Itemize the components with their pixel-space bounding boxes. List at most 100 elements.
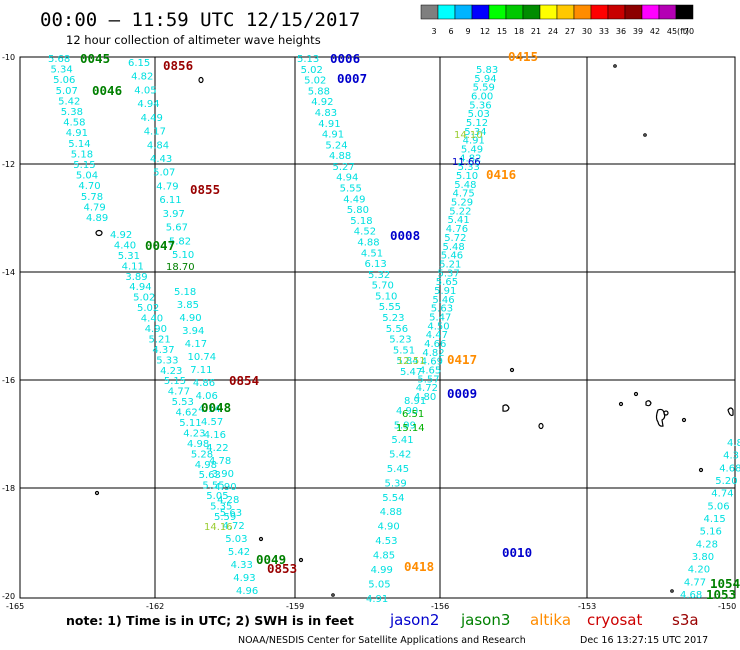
pass-label: 0418 <box>404 559 434 574</box>
wave-height-value: 4.79 <box>156 181 178 192</box>
wave-height-value: 4.22 <box>206 443 228 454</box>
wave-height-value: 4.92 <box>311 97 333 108</box>
wave-height-value: 5.67 <box>166 223 188 234</box>
wave-height-value: 4.65 <box>419 366 441 377</box>
wave-height-value: 4.70 <box>78 181 100 192</box>
wave-height-value: 5.55 <box>202 481 224 492</box>
wave-height-value: 4.20 <box>688 565 710 576</box>
wave-height-value: 4.83 <box>315 108 337 119</box>
wave-height-value: 5.45 <box>387 464 409 475</box>
color-scale-swatch <box>641 4 660 20</box>
legend-jason3: jason3 <box>460 611 510 629</box>
wave-height-value: 4.75 <box>453 189 475 200</box>
wave-height-value: 5.46 <box>432 295 454 306</box>
wave-height-value: 4.77 <box>168 387 190 398</box>
wave-height-value: 7.11 <box>190 365 212 376</box>
wave-height-value: 4.62 <box>176 408 198 419</box>
wave-height-value: 4.88 <box>357 238 379 249</box>
wave-height-value: 3.89 <box>125 272 147 283</box>
wave-height-value: 5.18 <box>71 149 93 160</box>
wave-height-value: 5.55 <box>379 302 401 313</box>
wave-height-value: 5.56 <box>386 324 408 335</box>
wave-height-value: 18.70 <box>166 262 195 273</box>
graticule <box>20 57 735 598</box>
lat-label-20: -20 <box>2 592 15 601</box>
wave-height-value: 5.42 <box>58 96 80 107</box>
wave-height-value: 4.68 <box>680 590 702 601</box>
color-scale-swatch <box>437 4 456 20</box>
lon-label-162: -162 <box>146 602 164 611</box>
pass-label: 0006 <box>330 51 360 66</box>
lon-label-153: -153 <box>578 602 596 611</box>
wave-height-value: 5.49 <box>461 145 483 156</box>
wave-height-value: 4.58 <box>63 118 85 129</box>
wave-height-value: 5.03 <box>225 534 247 545</box>
legend-cryosat: cryosat <box>587 611 642 629</box>
wave-height-value: 4.78 <box>209 456 231 467</box>
color-scale-tick: 70 <box>684 27 694 36</box>
wave-height-value: 5.07 <box>56 86 78 97</box>
wave-height-value: 4.98 <box>195 460 217 471</box>
wave-height-value: 5.18 <box>174 287 196 298</box>
color-scale-tick: 15 <box>497 27 507 36</box>
wave-height-value: 4.49 <box>141 113 163 124</box>
wave-height-value: 4.28 <box>696 539 718 550</box>
wave-height-value: 4.68 <box>719 463 740 474</box>
wave-height-value: 5.18 <box>350 216 372 227</box>
wave-height-value: 4.28 <box>217 495 239 506</box>
legend-jason2: jason2 <box>389 611 439 629</box>
wave-height-value: 14.10 <box>454 130 483 141</box>
wave-height-value: 5.33 <box>458 162 480 173</box>
pass-label: 0046 <box>92 83 122 98</box>
wave-height-value: 5.63 <box>199 470 221 481</box>
lat-label-16: -16 <box>2 376 15 385</box>
wave-height-value: 4.72 <box>416 383 438 394</box>
pass-label: 0010 <box>502 545 532 560</box>
wave-height-value: 5.10 <box>456 171 478 182</box>
altimeter-tracks: 5.685.345.065.075.425.384.584.915.145.18… <box>48 54 740 605</box>
wave-height-value: 5.22 <box>449 206 471 217</box>
wave-height-value: 5.82 <box>169 236 191 247</box>
wave-height-value: 5.07 <box>153 168 175 179</box>
pass-label: 0854 <box>229 373 259 388</box>
wave-height-value: 5.53 <box>172 397 194 408</box>
wave-height-value: 5.37 <box>438 268 460 279</box>
wave-height-value: 3.94 <box>182 326 204 337</box>
wave-height-value: 4.89 <box>86 213 108 224</box>
wave-height-value: 5.32 <box>368 270 390 281</box>
wave-height-value: 5.84 <box>396 356 418 367</box>
wave-height-value: 4.05 <box>134 85 156 96</box>
wave-height-value: 4.06 <box>196 391 218 402</box>
wave-height-value: 4.93 <box>233 573 255 584</box>
wave-height-value: 5.10 <box>375 291 397 302</box>
pass-label: 0416 <box>486 167 516 182</box>
wave-height-value: 4.90 <box>179 313 201 324</box>
wave-height-value: 4.14 <box>198 404 220 415</box>
color-scale-swatch <box>675 4 694 20</box>
pass-label: 0415 <box>508 49 538 64</box>
wave-height-value: 5.06 <box>53 75 75 86</box>
color-scale-tick: 42 <box>650 27 660 36</box>
lat-label-14: -14 <box>2 268 15 277</box>
wave-height-value: 4.23 <box>160 366 182 377</box>
wave-height-value: 4.88 <box>380 507 402 518</box>
color-scale-tick: 21 <box>531 27 541 36</box>
wave-height-value: 5.10 <box>172 250 194 261</box>
wave-height-value: 5.46 <box>441 251 463 262</box>
wave-height-value: 4.49 <box>343 194 365 205</box>
wave-height-value: 5.94 <box>474 74 496 85</box>
wave-height-value: 4.16 <box>204 430 226 441</box>
wave-height-value: 5.13 <box>297 54 319 65</box>
lat-label-18: -18 <box>2 484 15 493</box>
wave-height-value: 4.91 <box>322 130 344 141</box>
wave-height-value: 5.99 <box>394 421 416 432</box>
wave-height-value: 5.16 <box>700 527 722 538</box>
wave-height-value: 4.96 <box>236 586 258 597</box>
color-scale-tick: 27 <box>565 27 575 36</box>
wave-height-value: 4.47 <box>426 330 448 341</box>
wave-height-value: 4.51 <box>361 248 383 259</box>
wave-height-value: 10.74 <box>188 352 217 363</box>
wave-height-value: 5.65 <box>436 277 458 288</box>
lat-label-12: -12 <box>2 160 15 169</box>
wave-height-value: 5.80 <box>347 205 369 216</box>
